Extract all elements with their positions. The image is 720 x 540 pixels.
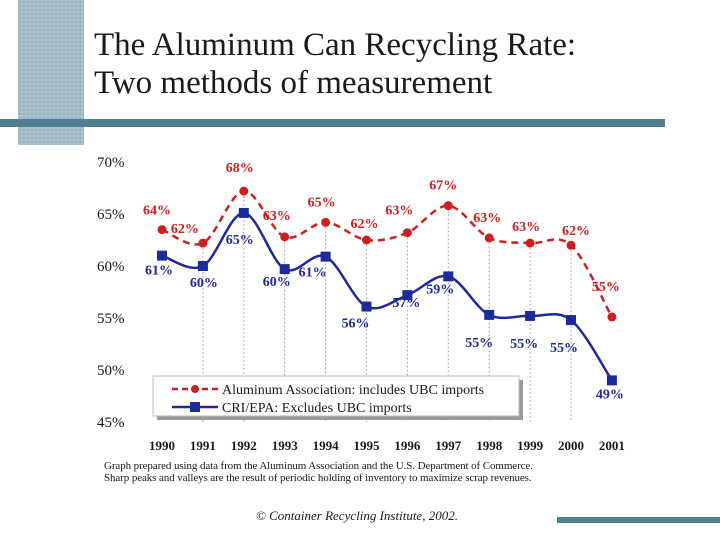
data-point-aa	[321, 217, 331, 227]
y-tick-label: 55%	[97, 311, 125, 327]
chart-footnote: Graph prepared using data from the Alumi…	[104, 460, 664, 484]
data-label-aa: 67%	[429, 179, 457, 194]
y-tick-label: 70%	[97, 155, 125, 171]
data-point-cri	[606, 375, 617, 386]
legend-label-aa: Aluminum Association: includes UBC impor…	[222, 383, 484, 398]
slide-title-line-1: The Aluminum Can Recycling Rate:	[94, 27, 577, 63]
data-point-cri	[402, 290, 413, 301]
y-tick-label: 50%	[97, 363, 125, 379]
data-label-aa: 63%	[512, 220, 540, 235]
data-label-cri: 59%	[426, 282, 454, 297]
data-point-aa	[525, 238, 535, 248]
data-point-cri	[157, 250, 167, 261]
data-point-cri	[443, 271, 454, 282]
y-tick-label: 65%	[97, 207, 125, 223]
x-tick-label: 1996	[394, 438, 421, 453]
x-tick-label: 1994	[313, 438, 340, 453]
data-point-aa	[362, 235, 371, 245]
data-point-aa	[607, 312, 617, 322]
data-label-aa: 65%	[308, 195, 336, 210]
x-tick-label: 1993	[272, 438, 299, 453]
data-label-cri: 49%	[596, 387, 624, 402]
data-point-cri	[197, 261, 208, 271]
data-label-cri: 55%	[510, 337, 538, 352]
footnote-line-1: Graph prepared using data from the Alumi…	[104, 460, 533, 472]
copyright-credit: © Container Recycling Institute, 2002.	[256, 508, 458, 523]
series-line-aa	[161, 189, 613, 318]
data-point-cri	[320, 251, 331, 262]
data-label-cri: 55%	[465, 336, 493, 351]
x-tick-label: 1991	[190, 438, 216, 453]
data-label-aa: 68%	[226, 161, 254, 176]
data-label-cri: 57%	[392, 296, 420, 311]
data-point-aa	[198, 238, 208, 248]
x-tick-label: 1992	[231, 438, 257, 453]
y-tick-label: 45%	[97, 415, 125, 431]
data-point-cri	[566, 315, 576, 326]
data-point-aa	[484, 233, 494, 243]
x-tick-label: 1998	[476, 438, 503, 453]
data-point-cri	[238, 207, 249, 218]
data-label-aa: 63%	[263, 209, 291, 224]
data-point-cri	[525, 310, 536, 321]
data-point-cri	[279, 264, 290, 275]
data-point-aa	[239, 186, 249, 196]
data-point-aa	[157, 225, 167, 235]
data-label-cri: 55%	[550, 341, 578, 356]
data-label-aa: 62%	[171, 222, 199, 237]
data-label-aa: 63%	[473, 211, 501, 226]
data-point-aa	[566, 240, 576, 250]
legend-box	[152, 375, 520, 417]
data-point-cri	[484, 309, 495, 320]
x-tick-label: 1995	[354, 438, 381, 453]
data-label-cri: 60%	[190, 276, 218, 291]
data-label-cri: 61%	[145, 264, 173, 279]
legend-marker-aa	[191, 385, 199, 393]
data-label-cri: 65%	[226, 233, 254, 248]
data-label-cri: 60%	[263, 275, 291, 290]
y-tick-label: 60%	[97, 259, 125, 275]
data-point-aa	[443, 201, 453, 211]
data-point-aa	[280, 232, 290, 242]
data-label-cri: 61%	[299, 266, 327, 281]
legend-marker-cri	[190, 402, 200, 412]
data-point-aa	[402, 228, 412, 238]
data-label-cri: 56%	[342, 317, 370, 332]
slide-title: The Aluminum Can Recycling Rate: Two met…	[94, 26, 694, 102]
x-tick-label: 2001	[599, 438, 625, 453]
data-label-aa: 55%	[592, 280, 620, 295]
x-tick-label: 1999	[517, 438, 544, 453]
data-point-cri	[361, 301, 372, 312]
x-tick-label: 2000	[558, 438, 584, 453]
footnote-line-2: Sharp peaks and valleys are the result o…	[104, 472, 532, 484]
slide-title-line-2: Two methods of measurement	[94, 65, 493, 101]
title-underline-bar	[0, 119, 665, 127]
data-label-aa: 64%	[143, 204, 171, 219]
legend-label-cri: CRI/EPA: Excludes UBC imports	[222, 401, 412, 416]
data-label-aa: 62%	[562, 224, 590, 239]
data-label-aa: 63%	[385, 204, 413, 219]
x-tick-label: 1990	[149, 438, 175, 453]
footer-accent-bar	[557, 517, 720, 523]
x-tick-label: 1997	[435, 438, 462, 453]
data-label-aa: 62%	[351, 217, 379, 232]
